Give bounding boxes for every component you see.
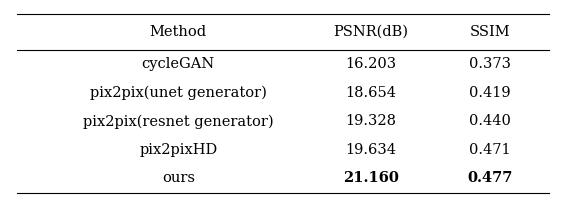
Text: 16.203: 16.203	[345, 57, 396, 71]
Text: 0.477: 0.477	[467, 172, 512, 185]
Text: cycleGAN: cycleGAN	[142, 57, 215, 71]
Text: pix2pixHD: pix2pixHD	[139, 143, 217, 157]
Text: 19.328: 19.328	[345, 114, 396, 128]
Text: pix2pix(unet generator): pix2pix(unet generator)	[90, 86, 267, 100]
Text: 0.419: 0.419	[469, 86, 511, 100]
Text: Method: Method	[150, 25, 207, 39]
Text: ours: ours	[162, 172, 195, 185]
Text: 19.634: 19.634	[345, 143, 396, 157]
Text: PSNR(dB): PSNR(dB)	[333, 25, 408, 39]
Text: 0.440: 0.440	[469, 114, 511, 128]
Text: pix2pix(resnet generator): pix2pix(resnet generator)	[83, 114, 273, 129]
Text: SSIM: SSIM	[469, 25, 510, 39]
Text: 0.471: 0.471	[469, 143, 511, 157]
Text: 21.160: 21.160	[343, 172, 398, 185]
Text: 18.654: 18.654	[345, 86, 396, 100]
Text: 0.373: 0.373	[469, 57, 511, 71]
